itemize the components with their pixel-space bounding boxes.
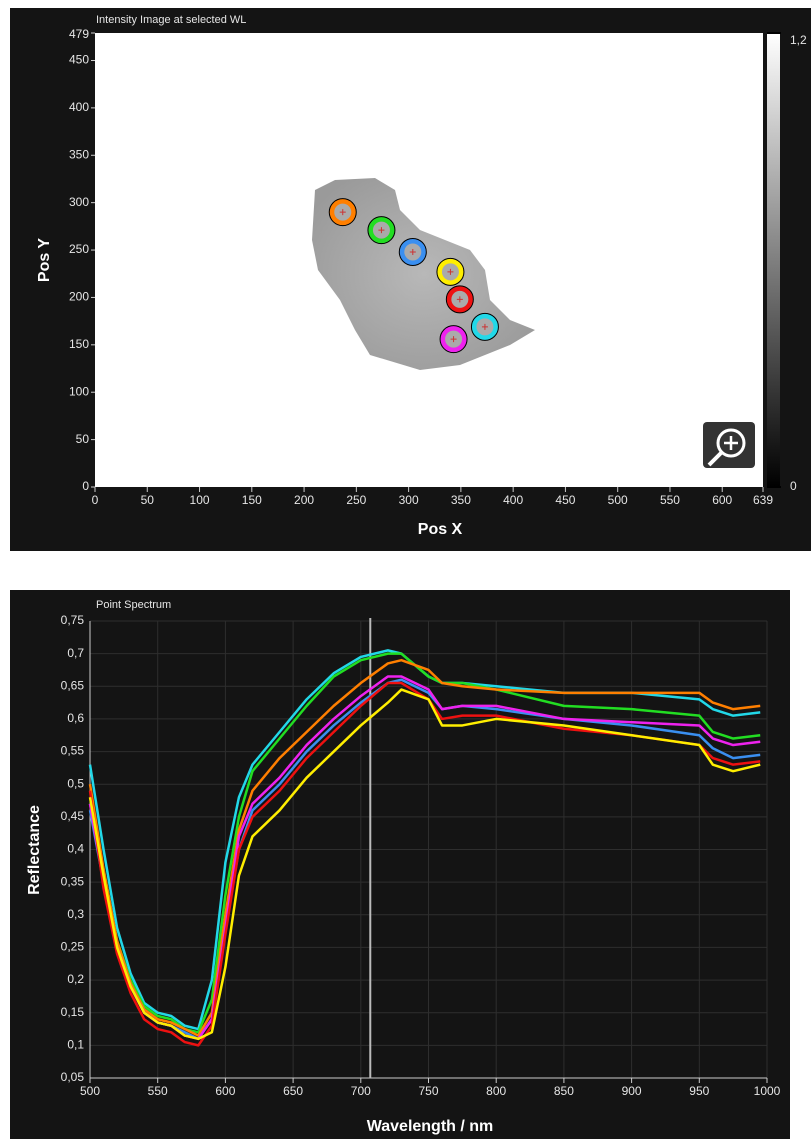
y-tick-label: 0,4 <box>67 842 84 856</box>
y-tick-label: 450 <box>69 53 89 67</box>
colorbar <box>767 33 780 487</box>
x-tick-label: 500 <box>80 1084 100 1098</box>
x-tick-label: 350 <box>451 493 471 507</box>
y-tick-label: 250 <box>69 242 89 256</box>
x-tick-label: 550 <box>148 1084 168 1098</box>
x-axis-title: Wavelength / nm <box>367 1118 494 1135</box>
y-tick-label: 150 <box>69 337 89 351</box>
panel-bottom <box>10 590 790 1139</box>
y-tick-label: 0,7 <box>67 646 84 660</box>
x-tick-label: 50 <box>141 493 155 507</box>
y-tick-label: 479 <box>69 27 89 41</box>
x-tick-label: 750 <box>418 1084 438 1098</box>
x-tick-label: 200 <box>294 493 314 507</box>
zoom-button[interactable] <box>703 422 755 468</box>
x-tick-label: 550 <box>660 493 680 507</box>
y-tick-label: 0,05 <box>61 1070 85 1084</box>
chart-title: Point Spectrum <box>96 599 171 611</box>
y-tick-label: 200 <box>69 290 89 304</box>
y-tick-label: 0,6 <box>67 711 84 725</box>
x-tick-label: 639 <box>753 493 773 507</box>
x-tick-label: 150 <box>242 493 262 507</box>
y-tick-label: 0,35 <box>61 874 85 888</box>
x-tick-label: 700 <box>351 1084 371 1098</box>
y-tick-label: 100 <box>69 384 89 398</box>
x-tick-label: 600 <box>712 493 732 507</box>
y-tick-label: 0,2 <box>67 972 84 986</box>
y-tick-label: 300 <box>69 195 89 209</box>
screen: Intensity Image at selected WL Pos X Pos… <box>0 0 811 1139</box>
x-tick-label: 450 <box>555 493 575 507</box>
x-tick-label: 650 <box>283 1084 303 1098</box>
y-tick-label: 0,3 <box>67 907 84 921</box>
x-tick-label: 100 <box>190 493 210 507</box>
x-tick-label: 850 <box>554 1084 574 1098</box>
x-tick-label: 300 <box>399 493 419 507</box>
colorbar-tick-label: 1,2 <box>790 33 807 47</box>
x-tick-label: 500 <box>608 493 628 507</box>
x-tick-label: 600 <box>215 1084 235 1098</box>
x-tick-label: 1000 <box>754 1084 781 1098</box>
y-tick-label: 0,15 <box>61 1005 85 1019</box>
y-tick-label: 50 <box>76 432 90 446</box>
colorbar-tick-label: 0 <box>790 479 797 493</box>
y-tick-label: 0,55 <box>61 744 85 758</box>
y-tick-label: 0,25 <box>61 940 85 954</box>
y-tick-label: 400 <box>69 100 89 114</box>
x-axis-title: Pos X <box>418 521 463 538</box>
y-tick-label: 0,5 <box>67 776 84 790</box>
x-tick-label: 800 <box>486 1084 506 1098</box>
y-tick-label: 0,65 <box>61 678 85 692</box>
x-tick-label: 0 <box>92 493 99 507</box>
x-tick-label: 900 <box>622 1084 642 1098</box>
y-axis-title: Pos Y <box>36 238 53 283</box>
x-tick-label: 250 <box>346 493 366 507</box>
y-tick-label: 0,45 <box>61 809 85 823</box>
y-tick-label: 0,1 <box>67 1038 84 1052</box>
y-tick-label: 350 <box>69 147 89 161</box>
x-tick-label: 400 <box>503 493 523 507</box>
chart-title: Intensity Image at selected WL <box>96 14 246 26</box>
x-tick-label: 950 <box>689 1084 709 1098</box>
y-tick-label: 0 <box>82 479 89 493</box>
y-tick-label: 0,75 <box>61 613 85 627</box>
y-axis-title: Reflectance <box>26 805 43 895</box>
